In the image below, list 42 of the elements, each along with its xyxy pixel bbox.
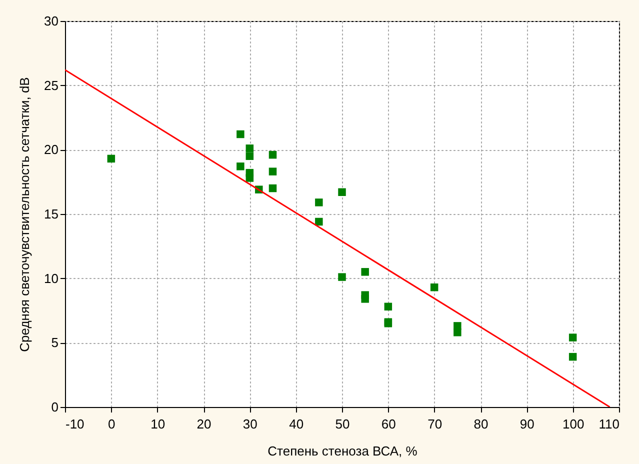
point (454, 328, 462, 336)
point (236, 162, 244, 170)
point (246, 152, 254, 160)
point (338, 188, 346, 196)
point (338, 273, 346, 281)
point (315, 198, 323, 206)
x-tick-label: 70 (428, 416, 442, 432)
x-tick-label: 30 (242, 416, 258, 432)
x-axis-title: Степень стеноза ВСА, % (268, 444, 418, 458)
x-tick-label: 60 (381, 416, 396, 432)
point (361, 268, 369, 276)
x-tick-label: 20 (196, 416, 212, 432)
y-tick-label: 30 (44, 14, 58, 28)
point (568, 352, 577, 361)
point (236, 130, 244, 138)
point (568, 334, 577, 342)
x-tick-label: 40 (289, 416, 304, 432)
point (268, 168, 277, 176)
y-tick-label: 20 (44, 142, 58, 158)
y-tick-label: 0 (51, 400, 58, 414)
point (268, 184, 277, 192)
y-tick-label: 25 (44, 78, 58, 93)
x-tick-label: 0 (108, 416, 116, 432)
x-tick-label: 80 (474, 416, 488, 432)
x-tick-label: -10 (66, 416, 84, 432)
point (315, 218, 323, 226)
point (268, 150, 277, 159)
x-tick-label: 90 (520, 416, 534, 432)
point (430, 283, 438, 292)
point (361, 295, 369, 303)
x-tick-label: 10 (150, 416, 166, 432)
x-tick-label: 110 (598, 416, 620, 432)
point (107, 154, 116, 163)
y-axis-title: Средняя светочувствительность сетчатки, dB (17, 77, 32, 352)
x-tick-label: 100 (562, 416, 584, 432)
point (384, 302, 392, 311)
point (246, 174, 254, 182)
y-tick-label: 15 (44, 206, 58, 222)
x-tick-label: 50 (335, 416, 350, 432)
y-tick-label: 5 (51, 335, 58, 350)
y-tick-label: 10 (44, 270, 58, 286)
point (246, 144, 254, 152)
